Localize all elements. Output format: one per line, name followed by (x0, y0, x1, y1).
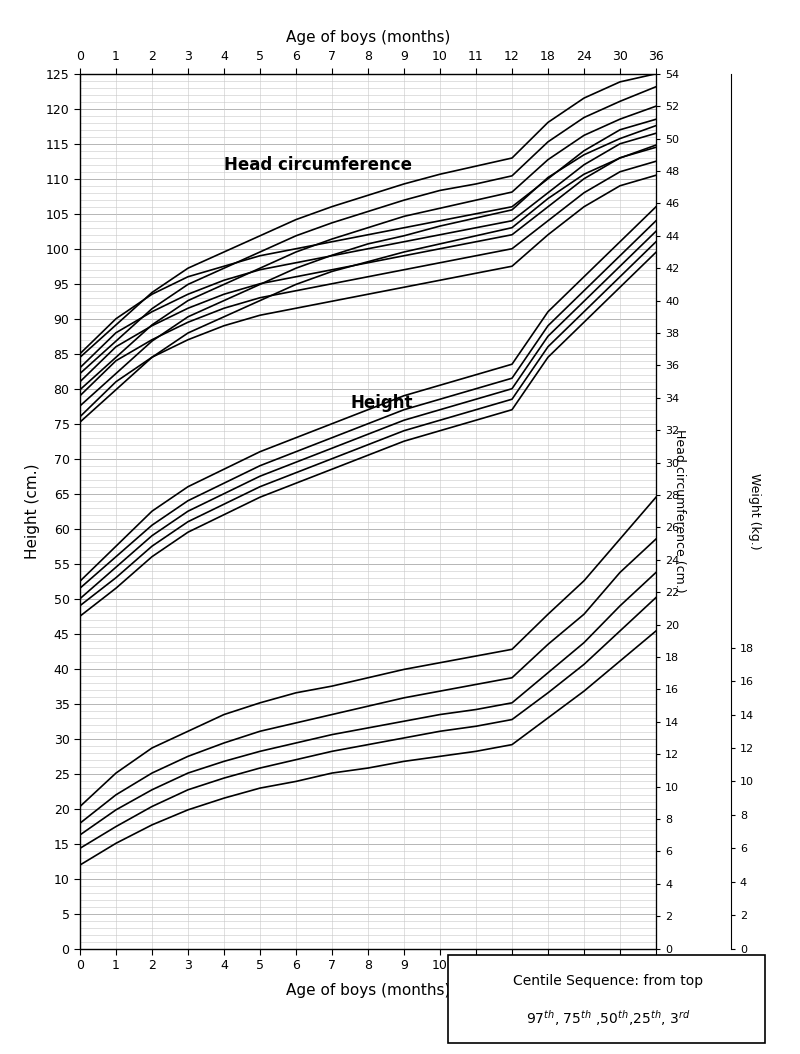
Text: Height: Height (350, 394, 413, 412)
Text: Head circumference: Head circumference (224, 156, 412, 174)
X-axis label: Age of boys (months): Age of boys (months) (286, 30, 450, 45)
FancyBboxPatch shape (448, 955, 765, 1042)
Text: Centile Sequence: from top: Centile Sequence: from top (513, 974, 703, 988)
Y-axis label: Head circumference (cm.): Head circumference (cm.) (674, 429, 686, 593)
Y-axis label: Height (cm.): Height (cm.) (25, 464, 40, 559)
Y-axis label: Weight (kg.): Weight (kg.) (748, 473, 761, 549)
Text: 97$^{th}$, 75$^{th}$ ,50$^{th}$,25$^{th}$, 3$^{rd}$: 97$^{th}$, 75$^{th}$ ,50$^{th}$,25$^{th}… (526, 1009, 690, 1029)
X-axis label: Age of boys (months): Age of boys (months) (286, 983, 450, 998)
